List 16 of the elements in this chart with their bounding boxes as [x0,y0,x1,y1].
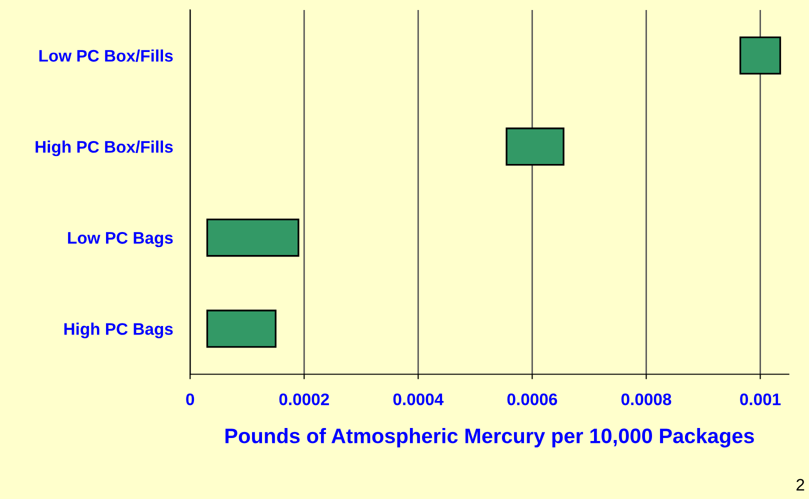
text: 2 [796,478,804,491]
bar [206,218,300,257]
y-tick-label: Low PC Bags [68,232,173,248]
x-tick-label: 0 [186,393,194,406]
bar [506,128,564,166]
x-tick-label: 0.0008 [621,393,672,406]
x-tick-label: 0.0002 [279,393,329,406]
y-tick-label: High PC Box/Fills [36,140,173,156]
x-tick-label: 0.0006 [507,393,558,406]
x-axis-title: Pounds of Atmospheric Mercury per 10,000 Packages [226,428,754,448]
bar [206,310,276,348]
y-tick-label: Low PC Box/Fills [39,49,173,62]
bar [739,36,782,75]
y-tick-label: High PC Bags [64,322,173,338]
x-tick-label: 0.001 [740,393,781,406]
x-tick-label: 0.0004 [393,393,444,406]
